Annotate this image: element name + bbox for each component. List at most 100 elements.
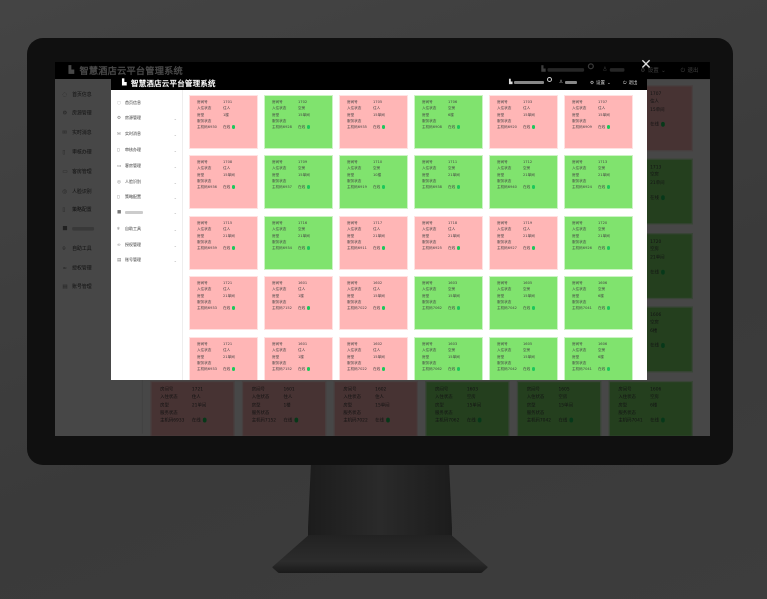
room-card[interactable]: 房间号 1701 入住状态 住人 房型 1楼 服务状态 主机码6930 在线 xyxy=(189,95,258,149)
room-card[interactable]: 房间号 1717 入住状态 住人 房型 21单间 服务状态 主机码6911 在线 xyxy=(339,216,408,270)
card-label: 入住状态 xyxy=(497,287,512,292)
card-row: 入住状态 空房 xyxy=(422,106,482,112)
room-card[interactable]: 房间号 1721 入住状态 住人 房型 21单间 服务状态 主机码6933 在线 xyxy=(189,276,258,330)
card-value: 1602 xyxy=(373,281,383,285)
online-status: 在线 xyxy=(298,125,311,131)
room-card[interactable]: 房间号 1603 入住状态 空房 房型 15单间 服务状态 主机码7062 在线 xyxy=(414,276,483,330)
card-label: 服务状态 xyxy=(497,178,512,183)
card-row: 入住状态 住人 xyxy=(347,287,407,293)
room-card[interactable]: 房间号 1602 入住状态 住人 房型 15单间 服务状态 主机码7022 在线 xyxy=(339,337,408,380)
host-prefix: 主机码 xyxy=(572,246,583,251)
room-card[interactable]: 房间号 1721 入住状态 住人 房型 21单间 服务状态 主机码6933 在线 xyxy=(189,337,258,380)
room-card[interactable]: 房间号 1601 入住状态 住人 房型 1楼 服务状态 主机码7152 在线 xyxy=(264,337,333,380)
card-row: 房间号 1603 xyxy=(422,281,482,287)
room-card[interactable]: 房间号 1603 入住状态 空房 房型 15单间 服务状态 主机码7062 在线 xyxy=(414,337,483,380)
room-card[interactable]: 房间号 1606 入住状态 空房 房型 6楼 服务状态 主机码7041 在线 xyxy=(564,276,633,330)
room-card[interactable]: 房间号 1602 入住状态 住人 房型 15单间 服务状态 主机码7022 在线 xyxy=(339,276,408,330)
room-card[interactable]: 房间号 1710 入住状态 空房 房型 10楼 服务状态 主机码6919 在线 xyxy=(339,155,408,209)
room-card[interactable]: 房间号 1702 入住状态 空房 房型 15单间 服务状态 主机码6928 在线 xyxy=(264,95,333,149)
user-menu[interactable]: ♙ xyxy=(559,80,578,85)
sidebar-item[interactable]: ✉ 实时消息 ⌄ xyxy=(117,129,179,139)
card-value: 住人 xyxy=(223,166,231,171)
card-label: 房间号 xyxy=(347,281,358,285)
card-row: 房间号 1716 xyxy=(272,221,332,227)
host-number: 7152 xyxy=(282,367,292,372)
room-card[interactable]: 房间号 1709 入住状态 空房 房型 15单间 服务状态 主机码6937 在线 xyxy=(264,155,333,209)
host-number: 7022 xyxy=(357,367,367,372)
host-prefix: 主机码 xyxy=(572,367,583,372)
host-prefix: 主机码 xyxy=(272,125,283,130)
sidebar-item[interactable]: ▯ 策略配置 ⌄ xyxy=(117,192,179,202)
room-card[interactable]: 房间号 1708 入住状态 住人 房型 15单间 服务状态 主机码6936 在线 xyxy=(189,155,258,209)
card-row: 房间号 1712 xyxy=(497,160,557,166)
card-label: 入住状态 xyxy=(422,166,437,171)
room-card[interactable]: 房间号 1719 入住状态 住人 房型 21单间 服务状态 主机码6927 在线 xyxy=(489,216,558,270)
sidebar-item[interactable]: ◌ 首页信息 xyxy=(117,98,179,108)
online-status: 在线 xyxy=(223,185,236,191)
card-value: 1709 xyxy=(298,160,308,164)
room-card[interactable]: 房间号 1606 入住状态 空房 房型 6楼 服务状态 主机码7041 在线 xyxy=(564,337,633,380)
room-card[interactable]: 房间号 1715 入住状态 住人 房型 21单间 服务状态 主机码6939 在线 xyxy=(189,216,258,270)
online-label: 在线 xyxy=(523,185,531,190)
card-row: 房间号 1721 xyxy=(197,342,257,348)
room-card[interactable]: 房间号 1713 入住状态 空房 房型 21单间 服务状态 主机码6924 在线 xyxy=(564,155,633,209)
online-label: 在线 xyxy=(448,246,456,251)
room-card[interactable]: 房间号 1718 入住状态 住人 房型 21单间 服务状态 主机码6925 在线 xyxy=(414,216,483,270)
room-card[interactable]: 房间号 1705 入住状态 住人 房型 15单间 服务状态 主机码6935 在线 xyxy=(339,95,408,149)
online-dot-icon xyxy=(306,185,311,189)
card-label: 入住状态 xyxy=(272,106,287,111)
room-card[interactable]: 房间号 1720 入住状态 空房 房型 21单间 服务状态 主机码6926 在线 xyxy=(564,216,633,270)
host-number: 6924 xyxy=(582,185,592,190)
room-card[interactable]: 房间号 1601 入住状态 住人 房型 1楼 服务状态 主机码7152 在线 xyxy=(264,276,333,330)
room-card[interactable]: 房间号 1712 入住状态 空房 房型 21单间 服务状态 主机码6940 在线 xyxy=(489,155,558,209)
card-row: 服务状态 xyxy=(572,119,632,125)
online-dot-icon xyxy=(606,306,611,310)
host-prefix: 主机码 xyxy=(422,185,433,190)
sidebar-item[interactable]: ∞ 授权管理 ⌄ xyxy=(117,240,179,250)
card-value: 21单间 xyxy=(598,172,610,177)
room-card[interactable]: 房间号 1707 入住状态 住人 房型 15单间 服务状态 主机码6909 在线 xyxy=(564,95,633,149)
card-value: 15单间 xyxy=(298,112,310,117)
room-card[interactable]: 房间号 1716 入住状态 空房 房型 21单间 服务状态 主机码6934 在线 xyxy=(264,216,333,270)
sidebar-item-label: 授权管理 xyxy=(125,242,141,247)
host-code: 主机码7152 xyxy=(272,367,298,373)
host-code: 主机码6933 xyxy=(197,367,223,373)
card-label: 入住状态 xyxy=(572,166,587,171)
sidebar-item-label: 自助工具 xyxy=(125,226,141,231)
card-value: 住人 xyxy=(373,287,381,292)
online-status: 在线 xyxy=(298,246,311,252)
card-row: 房型 15单间 xyxy=(272,113,332,119)
sidebar-item[interactable]: ⌾ 自助工具 ⌄ xyxy=(117,224,179,234)
logout-button[interactable]: ⏻ 退出 xyxy=(623,81,638,86)
room-card[interactable]: 房间号 1703 入住状态 住人 房型 15单间 服务状态 主机码6920 在线 xyxy=(489,95,558,149)
sidebar-item[interactable]: ▤ 账号管理 ⌄ xyxy=(117,255,179,265)
sidebar-item[interactable]: ▭ 客房管理 ⌄ xyxy=(117,161,179,171)
room-card[interactable]: 房间号 1706 入住状态 空房 房型 6楼 服务状态 主机码6908 在线 xyxy=(414,95,483,149)
sidebar-item[interactable]: ▯ 审核办理 ⌄ xyxy=(117,145,179,155)
sidebar-item[interactable]: ◎ 人脸识别 ⌄ xyxy=(117,177,179,187)
card-label: 服务状态 xyxy=(572,360,587,365)
online-label: 在线 xyxy=(298,306,306,311)
card-row: 服务状态 xyxy=(572,240,632,246)
card-label: 房间号 xyxy=(197,160,208,164)
online-status: 在线 xyxy=(298,367,311,373)
card-label: 入住状态 xyxy=(272,348,287,353)
room-card[interactable]: 房间号 1605 入住状态 空房 房型 15单间 服务状态 主机码7042 在线 xyxy=(489,276,558,330)
hotel-selector[interactable]: ▙ xyxy=(509,80,545,85)
sidebar-item[interactable]: ■ ⌄ xyxy=(117,207,179,217)
sidebar-item[interactable]: ⚙ 房源管理 ⌄ xyxy=(117,113,179,123)
settings-menu[interactable]: ⚙ 设置 ⌄ xyxy=(590,80,611,87)
card-row: 房型 21单间 xyxy=(197,294,257,300)
room-card[interactable]: 房间号 1605 入住状态 空房 房型 15单间 服务状态 主机码7042 在线 xyxy=(489,337,558,380)
card-label: 房型 xyxy=(197,354,205,359)
room-card[interactable]: 房间号 1711 入住状态 空房 房型 21单间 服务状态 主机码6938 在线 xyxy=(414,155,483,209)
host-prefix: 主机码 xyxy=(347,185,358,190)
notification-badge-icon[interactable] xyxy=(547,77,552,82)
card-value: 1715 xyxy=(223,221,233,225)
sidebar: ◌ 首页信息 ⚙房源管理 ⌄ ✉ 实时消息 ⌄ ▯ 审核办理 ⌄ ▭客房管理 ⌄ ◎ 人脸识别 ⌄ ▯ 策略配置… xyxy=(111,90,183,380)
card-value: 15单间 xyxy=(448,354,460,359)
card-label: 房型 xyxy=(422,233,430,238)
close-icon[interactable]: ✕ xyxy=(640,57,652,73)
